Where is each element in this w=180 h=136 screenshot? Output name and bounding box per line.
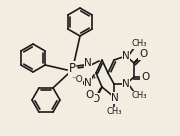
Text: O: O	[91, 94, 99, 104]
Text: +: +	[91, 75, 96, 80]
Text: O: O	[141, 72, 149, 82]
Text: N: N	[111, 93, 119, 103]
Text: CH₃: CH₃	[106, 107, 122, 117]
Text: N: N	[84, 58, 92, 68]
Text: N: N	[122, 51, 130, 61]
Text: N: N	[84, 78, 92, 88]
Text: P: P	[69, 61, 75, 75]
Text: CH₃: CH₃	[131, 92, 147, 101]
Text: O: O	[86, 90, 94, 100]
Text: N: N	[122, 79, 130, 89]
Text: O: O	[139, 49, 147, 59]
Text: ⁻O: ⁻O	[71, 75, 83, 84]
Text: CH₃: CH₃	[131, 39, 147, 49]
